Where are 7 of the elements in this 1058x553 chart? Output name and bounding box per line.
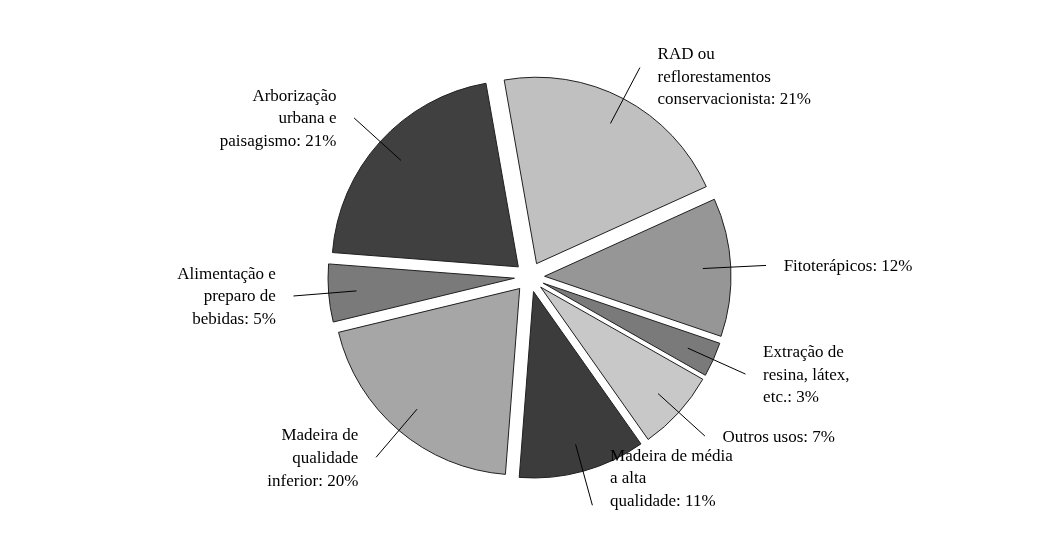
slice-label: Extração de resina, látex, etc.: 3% xyxy=(763,341,850,407)
slice-label: Fitoterápicos: 12% xyxy=(783,255,913,275)
slice-label: Outros usos: 7% xyxy=(722,426,835,446)
slice-label: Alimentação e preparo de bebidas: 5% xyxy=(177,263,276,329)
slice-label: Arborização urbana e paisagismo: 21% xyxy=(219,85,337,151)
slice-label: Madeira de qualidade inferior: 20% xyxy=(267,425,359,490)
slice-label: RAD ou reflorestamentos conservacionista: 21% xyxy=(657,43,812,109)
